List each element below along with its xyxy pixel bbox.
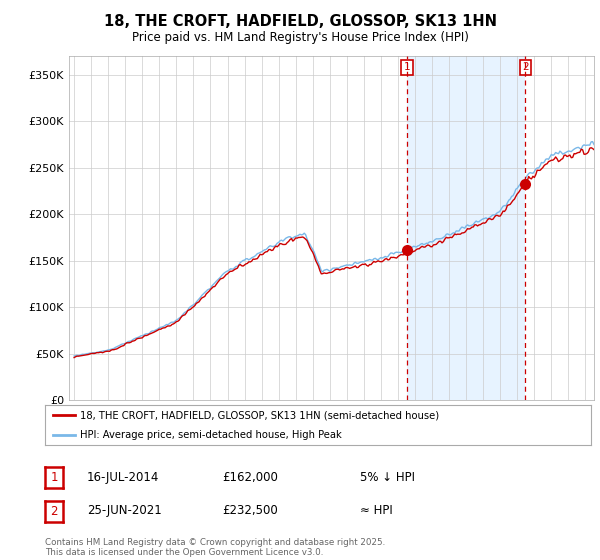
Bar	[407, 56, 526, 400]
Text: ≈ HPI: ≈ HPI	[360, 504, 393, 517]
Text: £162,000: £162,000	[222, 470, 278, 484]
Text: 1: 1	[50, 471, 58, 484]
Text: 2: 2	[522, 62, 529, 72]
Text: 2: 2	[50, 505, 58, 518]
Text: 18, THE CROFT, HADFIELD, GLOSSOP, SK13 1HN (semi-detached house): 18, THE CROFT, HADFIELD, GLOSSOP, SK13 1…	[80, 410, 440, 421]
Text: HPI: Average price, semi-detached house, High Peak: HPI: Average price, semi-detached house,…	[80, 430, 342, 440]
Text: Price paid vs. HM Land Registry's House Price Index (HPI): Price paid vs. HM Land Registry's House …	[131, 31, 469, 44]
Text: 5% ↓ HPI: 5% ↓ HPI	[360, 470, 415, 484]
Text: 16-JUL-2014: 16-JUL-2014	[87, 470, 160, 484]
Text: 1: 1	[404, 62, 410, 72]
Text: 25-JUN-2021: 25-JUN-2021	[87, 504, 162, 517]
Text: Contains HM Land Registry data © Crown copyright and database right 2025.
This d: Contains HM Land Registry data © Crown c…	[45, 538, 385, 557]
Text: 18, THE CROFT, HADFIELD, GLOSSOP, SK13 1HN: 18, THE CROFT, HADFIELD, GLOSSOP, SK13 1…	[104, 14, 497, 29]
Text: £232,500: £232,500	[222, 504, 278, 517]
